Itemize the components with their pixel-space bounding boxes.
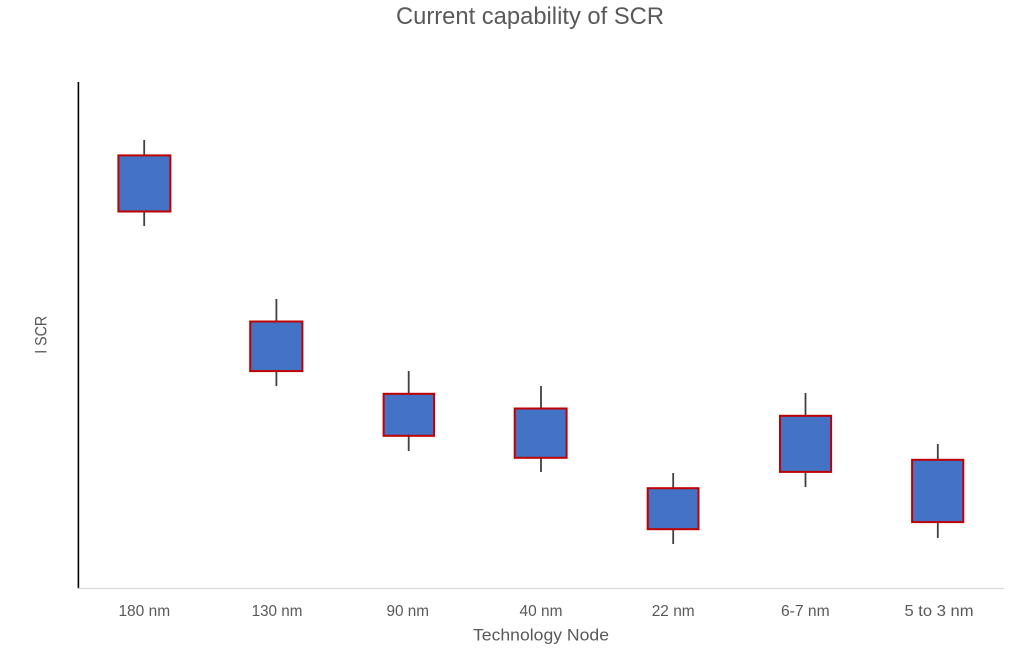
svg-text:180 nm: 180 nm — [118, 603, 170, 620]
svg-text:6-7 nm: 6-7 nm — [781, 603, 830, 620]
svg-text:Current capability of SCR: Current capability of SCR — [396, 3, 664, 30]
svg-text:22 nm: 22 nm — [652, 603, 695, 620]
svg-text:130 nm: 130 nm — [252, 603, 303, 620]
svg-text:I SCR: I SCR — [32, 316, 51, 354]
svg-text:5 to 3 nm: 5 to 3 nm — [905, 603, 974, 620]
svg-text:40 nm: 40 nm — [520, 603, 563, 620]
svg-text:90 nm: 90 nm — [387, 603, 430, 620]
svg-text:Technology Node: Technology Node — [473, 627, 609, 645]
